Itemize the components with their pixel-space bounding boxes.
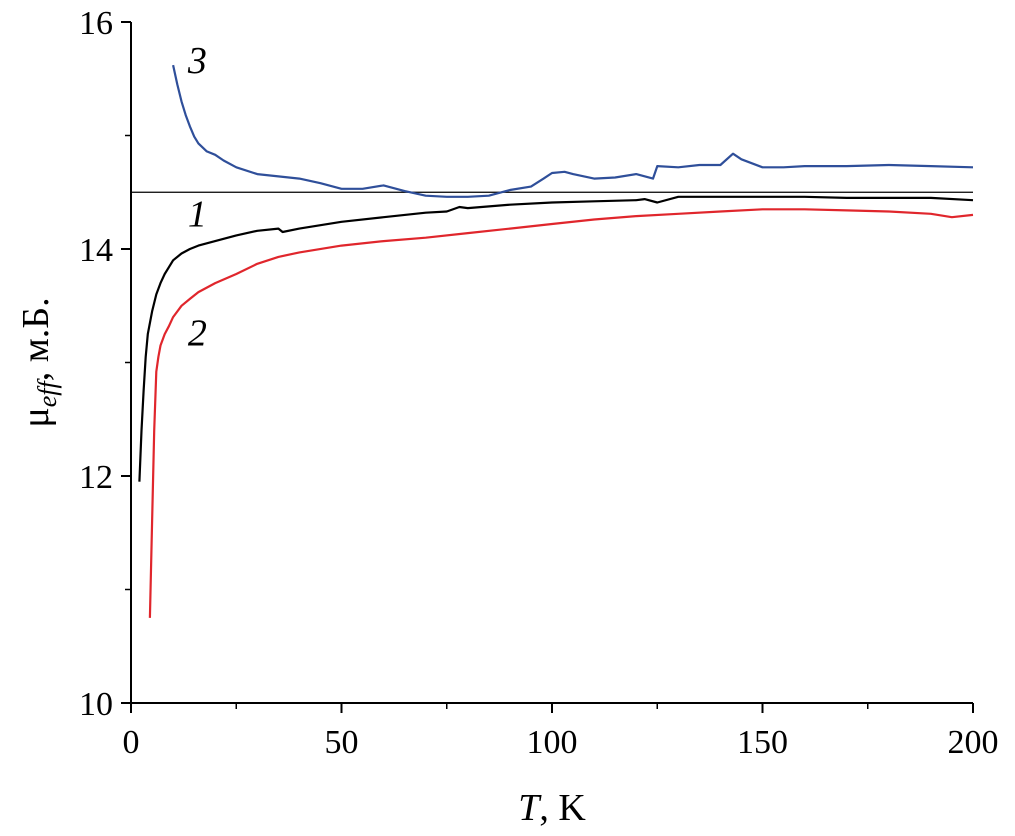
y-axis-unit: , м.Б. bbox=[15, 297, 57, 381]
curve-labels: 1 2 3 bbox=[187, 40, 207, 354]
x-tick-label: 50 bbox=[325, 724, 359, 761]
y-tick-label: 14 bbox=[79, 232, 113, 269]
series-3-line bbox=[172, 64, 974, 198]
y-axis-symbol: μ bbox=[15, 407, 57, 427]
x-tick-label: 150 bbox=[737, 724, 788, 761]
y-tick-label: 12 bbox=[79, 459, 113, 496]
series-group bbox=[138, 64, 974, 618]
y-tick-label: 16 bbox=[79, 5, 113, 42]
y-tick-label: 10 bbox=[79, 686, 113, 723]
series-2-line bbox=[148, 208, 974, 618]
x-tick-label: 200 bbox=[948, 724, 999, 761]
curve-label-3: 3 bbox=[187, 40, 207, 82]
x-axis-unit: , K bbox=[539, 787, 586, 829]
x-axis-title: T, K bbox=[518, 787, 586, 829]
curve-label-1: 1 bbox=[188, 193, 207, 235]
y-axis-subscript: eff bbox=[33, 377, 62, 407]
x-tick-label: 0 bbox=[123, 724, 140, 761]
y-axis-title: μeff, м.Б. bbox=[15, 297, 62, 427]
x-tick-label: 100 bbox=[527, 724, 578, 761]
series-1-line bbox=[138, 195, 974, 482]
curve-label-2: 2 bbox=[188, 312, 207, 354]
x-axis-variable: T bbox=[518, 787, 542, 829]
